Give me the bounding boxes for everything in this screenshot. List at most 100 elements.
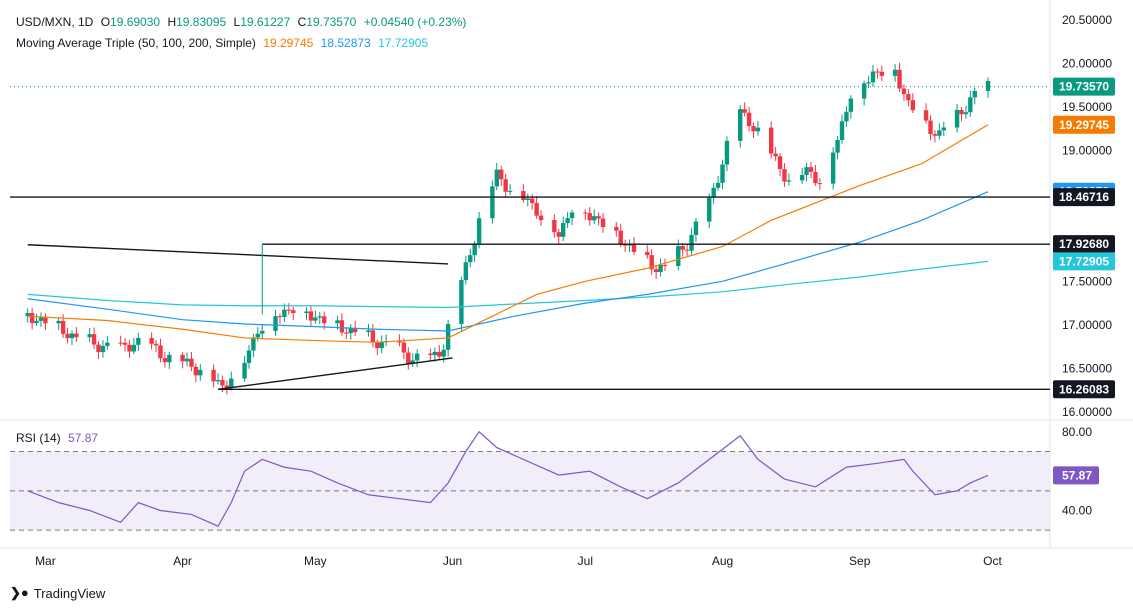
time-tick-label: Apr [173, 554, 192, 568]
candle-body [65, 333, 70, 339]
ma50-line [27, 124, 989, 343]
candle-body [149, 337, 154, 344]
candle-body [817, 183, 823, 185]
price-tick-label: 16.00000 [1062, 405, 1112, 419]
candle-body [799, 174, 805, 181]
candle-body [649, 255, 654, 270]
candle-body [189, 358, 194, 367]
candle-body [530, 198, 535, 204]
candle-body [74, 333, 79, 338]
candle-body [866, 82, 871, 84]
candle-body [255, 333, 261, 338]
low-key: L [233, 15, 241, 29]
high-value: 19.83095 [176, 15, 227, 29]
ma100-line [27, 191, 989, 332]
candle-body [29, 312, 35, 324]
candle-body [167, 354, 172, 363]
candle-body [808, 167, 814, 172]
candle-body [43, 317, 48, 324]
candle-body [662, 264, 668, 266]
price-label-text: 19.29745 [1059, 118, 1109, 132]
price-label-box [1053, 235, 1115, 254]
candle-body [658, 264, 663, 273]
candle-body [742, 109, 747, 113]
ma100-value: 18.52873 [320, 36, 371, 50]
close-key: C [297, 15, 307, 29]
candle-body [180, 354, 185, 362]
candle-body [432, 351, 438, 356]
candle-body [118, 342, 123, 344]
time-tick-label: Mar [35, 554, 56, 568]
tradingview-logo[interactable]: ❯● TradingView [10, 585, 105, 601]
candle-body [906, 94, 911, 101]
trend-line [27, 244, 449, 265]
candle-body [830, 152, 836, 184]
candle-body [317, 316, 322, 318]
price-label-text: 17.72905 [1059, 254, 1109, 268]
high-key: H [167, 15, 177, 29]
rsi-label-text: 57.87 [1062, 468, 1092, 482]
candle-body [959, 109, 964, 115]
candle-body [472, 243, 477, 256]
candle-body [963, 112, 969, 115]
price-tick-label: 20.00000 [1062, 57, 1112, 71]
ma-title[interactable]: Moving Average Triple (50, 100, 200, Sim… [16, 36, 256, 50]
candle-body [676, 246, 681, 266]
symbol-label[interactable]: USD/MXN, 1D [16, 15, 94, 29]
candle-body [251, 337, 256, 351]
candle-body [985, 81, 991, 91]
candle-body [724, 140, 730, 165]
price-tick-label: 17.50000 [1062, 274, 1112, 288]
candle-body [335, 320, 340, 324]
candle-body [503, 179, 508, 192]
candle-body [38, 317, 44, 321]
candle-body [614, 227, 619, 231]
price-label-box [1053, 115, 1115, 134]
candle-body [242, 362, 247, 379]
candle-body [645, 252, 650, 256]
open-key: O [100, 15, 111, 29]
candle-body [715, 182, 721, 188]
candle-body [910, 100, 916, 111]
candle-body [459, 280, 464, 324]
rsi-label-box [1053, 466, 1099, 485]
candle-body [370, 330, 376, 343]
price-label-text: 18.46716 [1059, 190, 1109, 204]
candle-body [556, 232, 561, 237]
rsi-title[interactable]: RSI (14) [16, 431, 61, 445]
candle-body [379, 341, 384, 349]
candle-body [193, 366, 199, 376]
candle-body [410, 360, 415, 364]
brand-name: TradingView [33, 585, 106, 601]
candle-body [653, 269, 659, 273]
candle-body [968, 97, 973, 113]
candle-body [25, 312, 30, 317]
candle-body [127, 344, 132, 352]
price-label-text: 19.73570 [1059, 80, 1109, 94]
candle-body [755, 127, 761, 132]
candle-body [220, 380, 225, 386]
candle-body [596, 216, 601, 219]
candle-body [69, 333, 75, 339]
candle-body [870, 71, 876, 83]
rsi-tick-label: 80.00 [1062, 425, 1092, 439]
candle-body [937, 130, 942, 136]
candle-body [428, 353, 433, 356]
time-tick-label: Sep [849, 554, 871, 568]
ma200-line [27, 260, 989, 309]
candle-body [198, 369, 203, 376]
candle-body [773, 153, 778, 157]
candle-body [60, 320, 66, 334]
candle-body [445, 323, 451, 350]
candle-body [260, 330, 265, 334]
candle-body [136, 337, 141, 345]
rsi-value: 57.87 [68, 431, 99, 445]
candle-body [587, 213, 592, 221]
candle-body [560, 223, 566, 237]
candle-body [521, 191, 526, 200]
candle-body [932, 134, 938, 136]
candle-body [777, 156, 783, 170]
candle-body [525, 198, 530, 200]
candle-body [972, 90, 977, 98]
